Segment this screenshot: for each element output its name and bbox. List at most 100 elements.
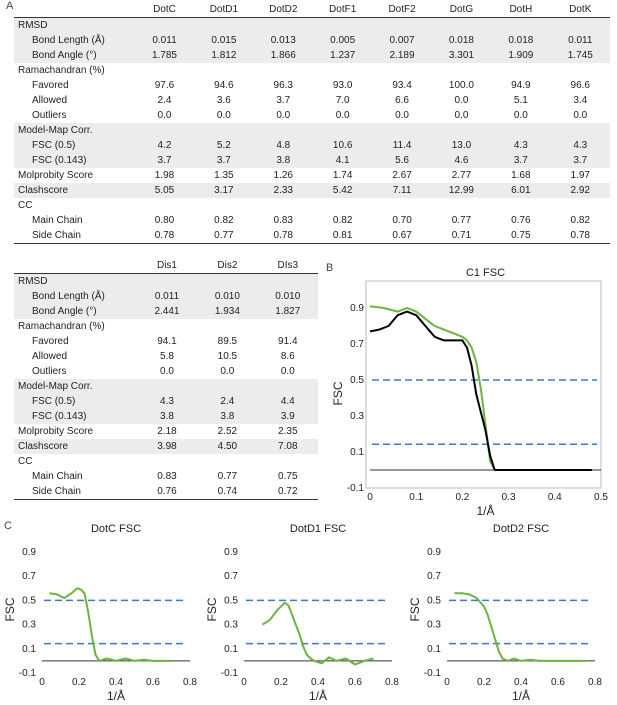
x-tick-label: 0 xyxy=(241,677,247,688)
chart-title: C1 FSC xyxy=(466,267,505,279)
column-header: DotD2 xyxy=(253,2,313,18)
table-cell: 0.010 xyxy=(257,289,318,304)
table-cell xyxy=(136,379,198,394)
table-cell: 5.6 xyxy=(372,153,432,168)
row-label: Side Chain xyxy=(14,484,137,500)
x-tick-label: 0.8 xyxy=(385,677,399,688)
table-cell: 0.77 xyxy=(217,471,238,482)
y-axis-label: FSC xyxy=(331,381,345,405)
table-cell: 0.007 xyxy=(372,33,432,48)
table-cell: 3.7 xyxy=(134,153,195,168)
table-cell xyxy=(432,63,491,78)
x-tick-label: 0.4 xyxy=(109,677,123,688)
table-row: Side Chain 0.76 0.74 0.72 xyxy=(14,484,318,500)
table-cell xyxy=(313,63,372,78)
row-label: FSC (0.143) xyxy=(14,153,135,168)
row-label: Side Chain xyxy=(14,228,135,244)
table-cell: 0.74 xyxy=(197,484,258,500)
row-label: Ramachandran (%) xyxy=(18,321,105,332)
table-cell: 0.0 xyxy=(216,110,231,121)
table-cell xyxy=(431,17,492,33)
table-cell: 96.3 xyxy=(273,80,293,91)
column-header: DotG xyxy=(431,2,492,18)
table-cell: 0.76 xyxy=(136,484,198,500)
table-cell: 4.1 xyxy=(312,153,373,168)
table-row: Bond Length (Å) 0.011 0.010 0.010 xyxy=(14,289,318,304)
dotd2-fsc-chart: DotD2 FSC -0.1 0.1 0.3 0.5 0.7 0.9 0 0.2 0.4 0.6 0.… xyxy=(408,523,602,703)
table-row: FSC (0.143) 3.7 3.7 3.8 4.1 5.6 4.6 3.7 3.7 xyxy=(14,153,610,168)
table-cell: 0.72 xyxy=(257,484,318,500)
table-cell: 5.05 xyxy=(134,183,195,198)
table-cell: 2.18 xyxy=(157,426,177,437)
table-cell: 94.9 xyxy=(511,80,531,91)
table-cell: 3.9 xyxy=(257,409,318,424)
table-cell: 100.0 xyxy=(448,80,474,91)
table-cell: 13.0 xyxy=(431,138,492,153)
table-row: Model-Map Corr. xyxy=(14,123,610,138)
table-cell: 1.35 xyxy=(214,170,234,181)
table-cell: 3.7 xyxy=(276,95,291,106)
table-cell: 0.78 xyxy=(253,228,313,244)
x-tick-label: 0.6 xyxy=(348,677,362,688)
table-cell xyxy=(431,123,492,138)
table-cell xyxy=(197,319,257,334)
x-tick-label: 0 xyxy=(444,677,450,688)
table-cell: 0.77 xyxy=(451,215,472,226)
table-cell: 3.98 xyxy=(136,439,198,454)
y-tick-label: 0.3 xyxy=(350,411,364,422)
table-row: FSC (0.143) 3.8 3.8 3.9 xyxy=(14,409,318,424)
chart-title: DotD1 FSC xyxy=(290,523,346,535)
table-cell xyxy=(372,17,432,33)
table-cell xyxy=(491,63,550,78)
table-cell xyxy=(194,17,254,33)
table-cell: 0.0 xyxy=(513,110,528,121)
x-tick-label: 0.8 xyxy=(183,677,197,688)
table-cell: 0.78 xyxy=(134,228,195,244)
table-cell: 1.97 xyxy=(570,170,590,181)
table-cell: 5.2 xyxy=(194,138,254,153)
table-cell xyxy=(137,454,197,469)
table-cell: 0.75 xyxy=(491,228,551,244)
table-cell: 0.0 xyxy=(454,95,469,106)
table-cell: 0.0 xyxy=(276,110,291,121)
x-tick-label: 0.4 xyxy=(514,677,528,688)
table-cell: 0.83 xyxy=(157,471,177,482)
table-cell: 0.78 xyxy=(550,228,610,244)
table-cell xyxy=(491,198,550,213)
table-cell xyxy=(258,454,318,469)
row-label: Allowed xyxy=(32,351,68,362)
table-cell xyxy=(313,198,372,213)
table-row: Favored 94.1 89.5 91.4 xyxy=(14,334,318,349)
row-label: CC xyxy=(18,456,33,467)
table-cell: 2.35 xyxy=(278,426,298,437)
table-cell: 1.745 xyxy=(550,48,610,63)
table-row: Clashscore 3.98 4.50 7.08 xyxy=(14,439,318,454)
row-label: FSC (0.5) xyxy=(14,394,137,409)
table-cell: 91.4 xyxy=(278,336,298,347)
table-cell: 0.81 xyxy=(312,228,373,244)
table-cell: 93.4 xyxy=(392,80,412,91)
column-header: DotC xyxy=(134,2,195,18)
y-tick-label: 0.3 xyxy=(427,620,441,631)
column-header: DotK xyxy=(550,2,610,18)
table-cell: 96.6 xyxy=(570,80,590,91)
table-cell: 6.01 xyxy=(491,183,551,198)
table-cell: 4.4 xyxy=(257,394,318,409)
table-cell: 0.80 xyxy=(154,215,175,226)
table-cell: 0.0 xyxy=(335,110,350,121)
y-tick-label: 0.5 xyxy=(350,375,364,386)
table-cell xyxy=(312,17,373,33)
row-label: Bond Length (Å) xyxy=(14,289,137,304)
table-cell: 93.0 xyxy=(332,80,353,91)
table-cell: 10.5 xyxy=(217,351,238,362)
table-cell: 94.1 xyxy=(157,336,177,347)
table-a-header: DotC DotD1 DotD2 DotF1 DotF2 DotG DotH DotK xyxy=(14,2,610,18)
x-tick-label: 0.6 xyxy=(146,677,160,688)
y-tick-label: 0.9 xyxy=(22,547,36,558)
table-row: FSC (0.5) 4.2 5.2 4.8 10.6 11.4 13.0 4.3 4.3 xyxy=(14,138,610,153)
table-cell: 3.7 xyxy=(491,153,551,168)
table-cell: 1.827 xyxy=(257,304,318,319)
y-tick-label: -0.1 xyxy=(19,668,37,679)
row-label: Clashscore xyxy=(14,439,137,454)
table-cell xyxy=(137,319,197,334)
